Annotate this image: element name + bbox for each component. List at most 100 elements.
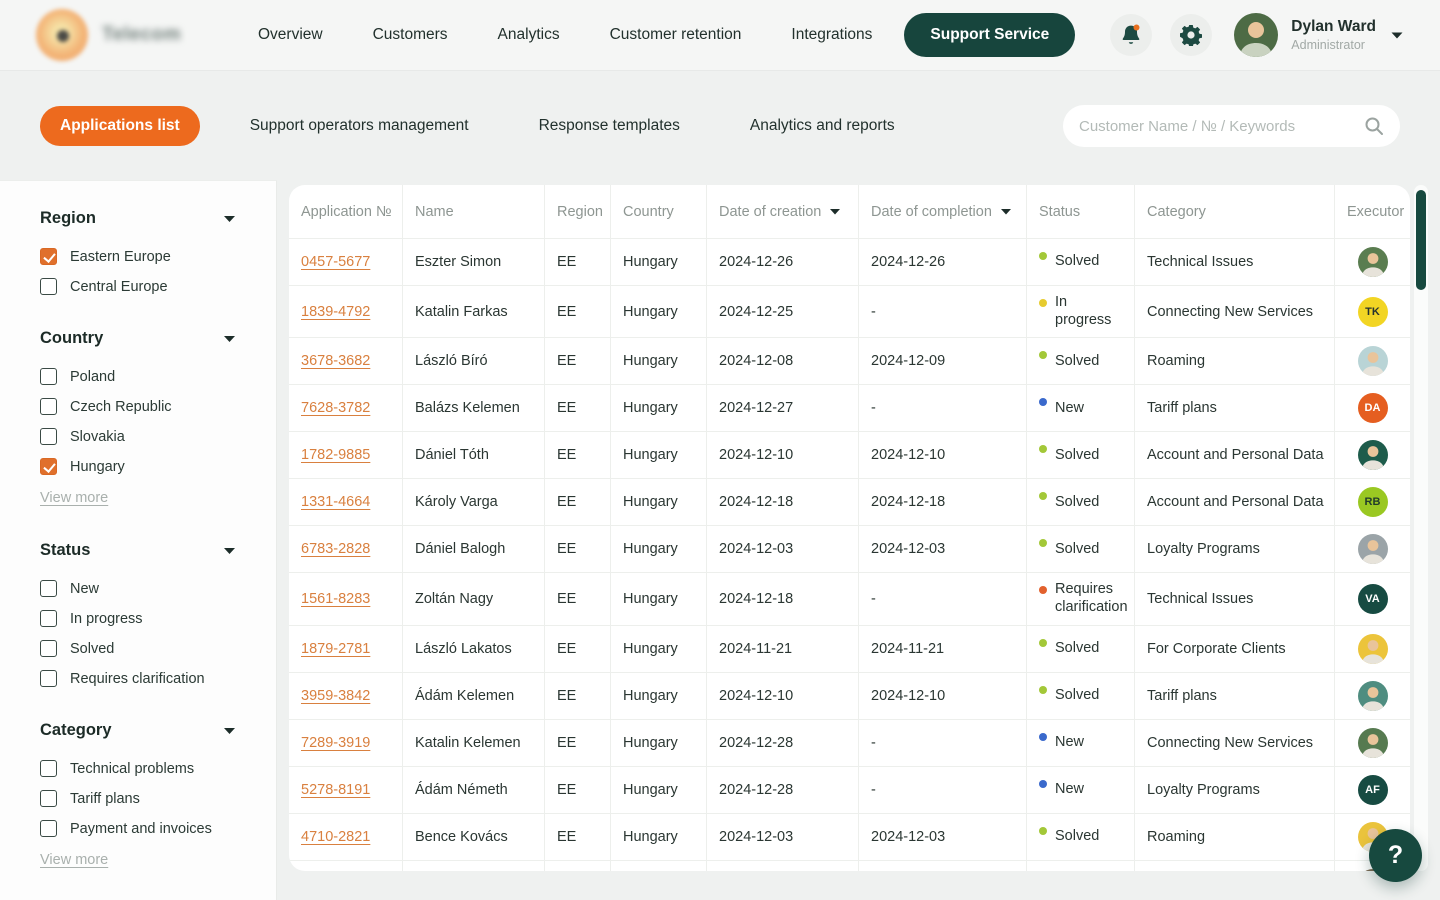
table-scrollbar-track[interactable]	[1414, 185, 1428, 871]
filter-option-czech-republic[interactable]: Czech Republic	[40, 398, 236, 415]
column-header-region: Region	[545, 185, 611, 238]
tab-support-operators-management[interactable]: Support operators management	[230, 106, 489, 146]
table-scrollbar-thumb[interactable]	[1416, 190, 1426, 290]
application-link[interactable]: 3959-3842	[301, 688, 370, 704]
search-input[interactable]	[1079, 118, 1364, 135]
application-link[interactable]: 3678-3682	[301, 353, 370, 369]
view-more-link[interactable]: View more	[40, 852, 108, 868]
nav-item-integrations[interactable]: Integrations	[791, 26, 872, 44]
checkbox[interactable]	[40, 580, 57, 597]
view-more-link[interactable]: View more	[40, 490, 108, 506]
table-row: 4710-2821Bence KovácsEEHungary2024-12-03…	[289, 814, 1410, 861]
executor-avatar[interactable]	[1358, 634, 1388, 664]
nav-item-analytics[interactable]: Analytics	[498, 26, 560, 44]
support-service-button[interactable]: Support Service	[904, 13, 1075, 57]
checkbox[interactable]	[40, 820, 57, 837]
cell-country: Hungary	[611, 286, 707, 337]
executor-avatar[interactable]: RB	[1358, 487, 1388, 517]
nav-item-customers[interactable]: Customers	[373, 26, 448, 44]
user-menu-chevron-icon[interactable]	[1390, 31, 1404, 40]
cell-status: Solved	[1027, 239, 1135, 285]
checkbox[interactable]	[40, 670, 57, 687]
section-tabs: Applications list Support operators manag…	[40, 106, 915, 146]
cell-date-of-creation: 2024-12-03	[707, 526, 859, 572]
filter-option-label: Requires clarification	[70, 671, 205, 687]
checkbox[interactable]	[40, 428, 57, 445]
column-header-label: Region	[557, 204, 603, 220]
tab-analytics-and-reports[interactable]: Analytics and reports	[730, 106, 915, 146]
column-header-label: Application №	[301, 204, 392, 220]
filter-option-eastern-europe[interactable]: Eastern Europe	[40, 248, 236, 265]
application-link[interactable]: 7628-3782	[301, 400, 370, 416]
executor-avatar[interactable]: TK	[1358, 297, 1388, 327]
application-link[interactable]: 1331-4664	[301, 494, 370, 510]
filter-option-poland[interactable]: Poland	[40, 368, 236, 385]
application-link[interactable]: 6783-2828	[301, 541, 370, 557]
checkbox[interactable]	[40, 458, 57, 475]
help-button[interactable]: ?	[1369, 829, 1422, 882]
tab-applications-list[interactable]: Applications list	[40, 106, 200, 146]
executor-avatar[interactable]	[1358, 728, 1388, 758]
table-row: 3959-3842Ádám KelemenEEHungary2024-12-10…	[289, 673, 1410, 720]
logo[interactable]: Telecom	[36, 9, 236, 61]
checkbox[interactable]	[40, 398, 57, 415]
tab-response-templates[interactable]: Response templates	[519, 106, 700, 146]
cell-date-of-creation: 2024-12-26	[707, 239, 859, 285]
sort-icon[interactable]	[829, 208, 841, 216]
filter-option-requires-clarification[interactable]: Requires clarification	[40, 670, 236, 687]
notifications-button[interactable]	[1110, 14, 1152, 56]
filter-option-central-europe[interactable]: Central Europe	[40, 278, 236, 295]
application-link[interactable]: 1561-8283	[301, 591, 370, 607]
user-avatar[interactable]	[1234, 13, 1278, 57]
filter-option-slovakia[interactable]: Slovakia	[40, 428, 236, 445]
checkbox[interactable]	[40, 278, 57, 295]
filter-section-header-status[interactable]: Status	[40, 541, 236, 560]
executor-avatar[interactable]	[1358, 346, 1388, 376]
application-link[interactable]: 1879-2781	[301, 641, 370, 657]
table-row: 1762-2819István BíróEEHungary2024-12-112…	[289, 861, 1410, 871]
executor-avatar[interactable]: AF	[1358, 775, 1388, 805]
filter-option-in-progress[interactable]: In progress	[40, 610, 236, 627]
application-link[interactable]: 4710-2821	[301, 829, 370, 845]
filter-option-hungary[interactable]: Hungary	[40, 458, 236, 475]
cell-application-no: 6783-2828	[289, 526, 403, 572]
chevron-down-icon	[223, 727, 236, 735]
executor-avatar[interactable]: DA	[1358, 393, 1388, 423]
application-link[interactable]: 7289-3919	[301, 735, 370, 751]
filter-section-header-region[interactable]: Region	[40, 209, 236, 228]
column-header-application-: Application №	[289, 185, 403, 238]
checkbox[interactable]	[40, 790, 57, 807]
nav-item-customer-retention[interactable]: Customer retention	[610, 26, 742, 44]
checkbox[interactable]	[40, 640, 57, 657]
executor-avatar[interactable]	[1358, 247, 1388, 277]
sort-icon[interactable]	[1000, 208, 1012, 216]
cell-status: Solved	[1027, 338, 1135, 384]
application-link[interactable]: 1782-9885	[301, 447, 370, 463]
nav-item-overview[interactable]: Overview	[258, 26, 323, 44]
search-icon[interactable]	[1364, 116, 1384, 136]
filter-option-technical-problems[interactable]: Technical problems	[40, 760, 236, 777]
application-link[interactable]: 1839-4792	[301, 304, 370, 320]
executor-avatar[interactable]	[1358, 681, 1388, 711]
filter-section-header-country[interactable]: Country	[40, 329, 236, 348]
executor-avatar[interactable]: VA	[1358, 584, 1388, 614]
cell-status: Solved	[1027, 861, 1135, 871]
checkbox[interactable]	[40, 610, 57, 627]
settings-button[interactable]	[1170, 14, 1212, 56]
column-header-name: Name	[403, 185, 545, 238]
filter-option-payment-and-invoices[interactable]: Payment and invoices	[40, 820, 236, 837]
application-link[interactable]: 5278-8191	[301, 782, 370, 798]
column-header-date-of-creation[interactable]: Date of creation	[707, 185, 859, 238]
filter-option-solved[interactable]: Solved	[40, 640, 236, 657]
filter-option-new[interactable]: New	[40, 580, 236, 597]
executor-avatar[interactable]	[1358, 534, 1388, 564]
checkbox[interactable]	[40, 248, 57, 265]
filter-option-tariff-plans[interactable]: Tariff plans	[40, 790, 236, 807]
table-row: 7289-3919Katalin KelemenEEHungary2024-12…	[289, 720, 1410, 767]
application-link[interactable]: 0457-5677	[301, 254, 370, 270]
checkbox[interactable]	[40, 368, 57, 385]
executor-avatar[interactable]	[1358, 440, 1388, 470]
checkbox[interactable]	[40, 760, 57, 777]
filter-section-header-category[interactable]: Category	[40, 721, 236, 740]
column-header-date-of-completion[interactable]: Date of completion	[859, 185, 1027, 238]
